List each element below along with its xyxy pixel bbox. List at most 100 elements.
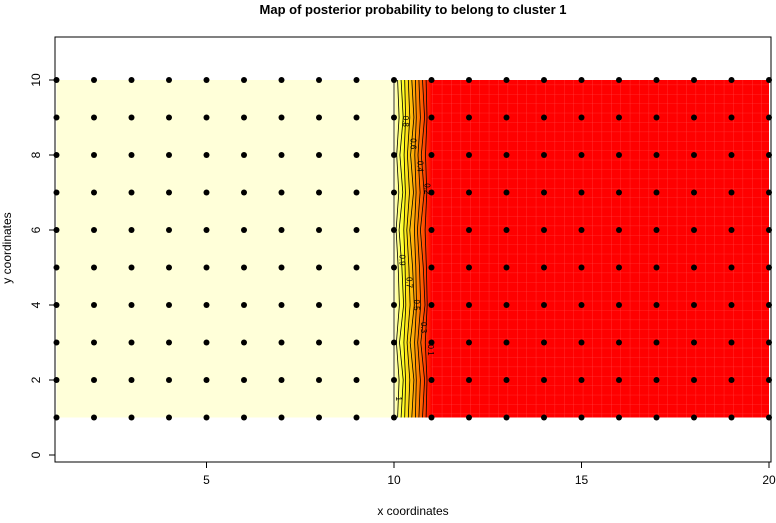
data-point bbox=[428, 77, 435, 83]
data-point bbox=[503, 377, 510, 383]
data-point bbox=[128, 114, 135, 121]
x-axis-label: x coordinates bbox=[377, 504, 448, 518]
data-point bbox=[653, 189, 660, 196]
data-point bbox=[691, 227, 697, 233]
contour-line bbox=[406, 79, 411, 418]
data-point bbox=[166, 189, 172, 196]
data-point bbox=[691, 114, 697, 121]
data-point bbox=[728, 77, 735, 83]
data-point bbox=[391, 152, 397, 158]
data-point bbox=[391, 264, 397, 271]
x-tick-label: 10 bbox=[387, 473, 401, 487]
contour-line bbox=[419, 79, 426, 418]
data-point bbox=[578, 77, 585, 83]
contour-label: 0.6 bbox=[408, 138, 417, 150]
data-point bbox=[278, 77, 285, 83]
data-point bbox=[166, 114, 172, 121]
data-point bbox=[578, 227, 585, 233]
data-point bbox=[466, 264, 472, 271]
data-point bbox=[728, 414, 735, 421]
data-point bbox=[278, 377, 285, 383]
data-point bbox=[428, 114, 435, 121]
data-point bbox=[616, 227, 622, 233]
y-tick-label: 6 bbox=[29, 226, 43, 233]
data-point bbox=[91, 152, 97, 158]
probability-surface bbox=[56, 80, 769, 418]
data-point bbox=[541, 264, 547, 271]
x-tick-label: 20 bbox=[762, 473, 776, 487]
data-point bbox=[616, 189, 622, 196]
data-point bbox=[353, 339, 360, 346]
y-tick-label: 8 bbox=[29, 151, 43, 158]
data-point bbox=[278, 189, 285, 196]
data-point bbox=[353, 377, 360, 383]
data-point bbox=[728, 227, 735, 233]
data-point bbox=[728, 189, 735, 196]
data-point bbox=[653, 114, 660, 121]
data-point bbox=[616, 152, 622, 158]
data-point bbox=[466, 77, 472, 83]
data-point bbox=[691, 189, 697, 196]
contour-line bbox=[395, 79, 400, 418]
high-probability-region bbox=[56, 80, 394, 418]
data-point bbox=[728, 152, 735, 158]
data-point bbox=[466, 152, 472, 158]
data-point bbox=[691, 339, 697, 346]
data-point bbox=[241, 302, 247, 308]
data-point bbox=[391, 114, 397, 121]
data-point bbox=[428, 264, 435, 271]
data-point bbox=[428, 414, 435, 421]
contour-label: 0.3 bbox=[419, 322, 428, 334]
data-point bbox=[616, 302, 622, 308]
data-point bbox=[653, 227, 660, 233]
data-point bbox=[578, 152, 585, 158]
data-point bbox=[503, 414, 510, 421]
data-point bbox=[541, 414, 547, 421]
data-point bbox=[166, 414, 172, 421]
data-point bbox=[353, 227, 360, 233]
data-point bbox=[616, 339, 622, 346]
data-point bbox=[391, 377, 397, 383]
data-point bbox=[503, 77, 510, 83]
data-point bbox=[503, 339, 510, 346]
data-point bbox=[466, 227, 472, 233]
data-point bbox=[241, 152, 247, 158]
data-point bbox=[541, 152, 547, 158]
axes: 5 10 15 20 0 2 4 6 8 10 bbox=[29, 73, 776, 487]
data-point bbox=[353, 264, 360, 271]
data-point bbox=[166, 264, 172, 271]
data-point bbox=[91, 264, 97, 271]
data-point bbox=[391, 227, 397, 233]
data-point bbox=[353, 77, 360, 83]
data-point bbox=[353, 302, 360, 308]
data-point bbox=[166, 302, 172, 308]
y-tick-label: 10 bbox=[29, 73, 43, 87]
data-point bbox=[541, 377, 547, 383]
data-point bbox=[166, 77, 172, 83]
data-point bbox=[241, 189, 247, 196]
data-point bbox=[128, 77, 135, 83]
data-point bbox=[353, 152, 360, 158]
low-probability-region bbox=[431, 80, 769, 418]
data-point bbox=[466, 114, 472, 121]
data-point bbox=[353, 189, 360, 196]
data-point bbox=[278, 414, 285, 421]
data-point bbox=[691, 302, 697, 308]
data-point bbox=[503, 152, 510, 158]
data-point bbox=[653, 302, 660, 308]
data-point bbox=[691, 414, 697, 421]
data-point bbox=[466, 302, 472, 308]
data-point bbox=[166, 339, 172, 346]
data-point bbox=[391, 302, 397, 308]
contour-line bbox=[398, 79, 405, 418]
data-point bbox=[578, 302, 585, 308]
y-tick-label: 2 bbox=[29, 376, 43, 383]
data-point bbox=[278, 302, 285, 308]
data-point bbox=[653, 339, 660, 346]
data-point bbox=[278, 152, 285, 158]
data-point bbox=[541, 189, 547, 196]
data-point bbox=[278, 227, 285, 233]
data-point bbox=[203, 339, 210, 346]
data-point bbox=[353, 414, 360, 421]
data-point bbox=[241, 339, 247, 346]
